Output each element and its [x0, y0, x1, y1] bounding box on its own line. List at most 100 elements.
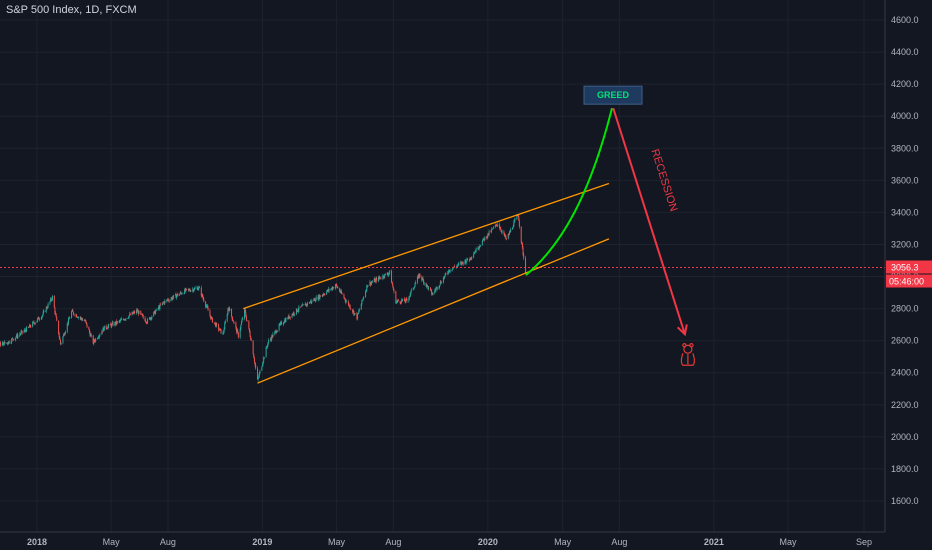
candle — [444, 272, 446, 277]
candle — [6, 341, 8, 346]
candle — [142, 313, 144, 318]
candle — [384, 273, 386, 279]
candle — [97, 337, 99, 340]
candle — [422, 276, 424, 281]
candle — [430, 289, 432, 292]
candle — [416, 275, 418, 285]
candle — [150, 317, 152, 321]
candle — [185, 287, 187, 294]
greed-curve[interactable] — [525, 107, 613, 276]
time-tick-label: May — [554, 537, 572, 547]
candle — [233, 321, 235, 325]
candle — [97, 336, 99, 339]
candle — [449, 268, 451, 273]
candle — [176, 293, 178, 297]
candle — [509, 230, 511, 233]
candle — [278, 323, 280, 332]
candle — [17, 333, 19, 339]
candle — [491, 227, 493, 234]
candle — [345, 299, 347, 305]
time-axis[interactable] — [0, 532, 885, 550]
price-tick-label: 3800.0 — [891, 143, 919, 153]
candle — [42, 314, 44, 318]
channel-upper-line[interactable] — [243, 182, 610, 310]
candle — [20, 330, 22, 336]
candle — [357, 313, 359, 321]
candle — [505, 233, 507, 240]
candle — [454, 264, 456, 268]
candle — [361, 299, 363, 306]
candle — [50, 297, 52, 302]
candle — [462, 261, 464, 266]
candle — [11, 336, 13, 340]
candle — [111, 320, 113, 325]
candle — [414, 282, 416, 288]
candle — [189, 288, 191, 292]
candle — [410, 291, 412, 297]
candle — [315, 295, 317, 301]
candle — [379, 276, 381, 280]
candle — [144, 315, 146, 322]
candle — [404, 300, 406, 304]
candle — [284, 318, 286, 324]
candle — [465, 261, 467, 265]
candle — [275, 328, 277, 335]
candle — [421, 275, 423, 283]
candle — [362, 297, 364, 302]
greed-label-box[interactable]: GREED — [583, 85, 643, 105]
candle — [223, 329, 225, 335]
candle — [140, 310, 142, 316]
candle — [50, 297, 52, 302]
recession-arrow[interactable] — [612, 107, 688, 337]
candle — [332, 286, 334, 292]
candle — [326, 290, 328, 295]
candle — [391, 269, 393, 283]
candle — [0, 341, 2, 348]
candle — [64, 332, 66, 336]
candle — [227, 307, 229, 311]
candle — [271, 334, 273, 339]
candle — [132, 312, 134, 314]
candle — [211, 316, 213, 320]
candle — [324, 293, 326, 296]
candle — [426, 284, 428, 289]
candle — [331, 286, 333, 291]
candle — [375, 276, 377, 281]
candle — [252, 340, 254, 355]
candle — [382, 273, 384, 281]
candle — [487, 233, 489, 236]
candle — [153, 310, 155, 314]
candle — [499, 226, 501, 230]
candle — [142, 314, 144, 320]
price-tick-label: 3600.0 — [891, 175, 919, 185]
candle — [405, 296, 407, 301]
candle — [310, 300, 312, 305]
channel-lower-line[interactable] — [257, 238, 610, 384]
candle — [47, 302, 49, 309]
candle — [25, 329, 27, 333]
candle — [116, 319, 118, 326]
candle — [349, 305, 351, 308]
candle — [118, 319, 120, 324]
candle — [500, 229, 502, 234]
candle — [258, 374, 260, 379]
candle — [228, 306, 230, 313]
candle — [36, 320, 38, 323]
candle — [306, 303, 308, 307]
candle — [154, 309, 156, 315]
candle — [127, 317, 129, 319]
candle — [323, 292, 325, 296]
candle — [54, 306, 56, 316]
candle — [479, 243, 481, 249]
candle — [464, 259, 466, 266]
candle — [434, 288, 436, 293]
candle — [442, 276, 444, 284]
price-tick-label: 2400.0 — [891, 368, 919, 378]
candle — [352, 308, 354, 314]
candle — [193, 289, 195, 293]
candle — [262, 361, 264, 367]
candle — [470, 257, 472, 261]
candle — [227, 307, 229, 316]
candle — [405, 298, 407, 304]
